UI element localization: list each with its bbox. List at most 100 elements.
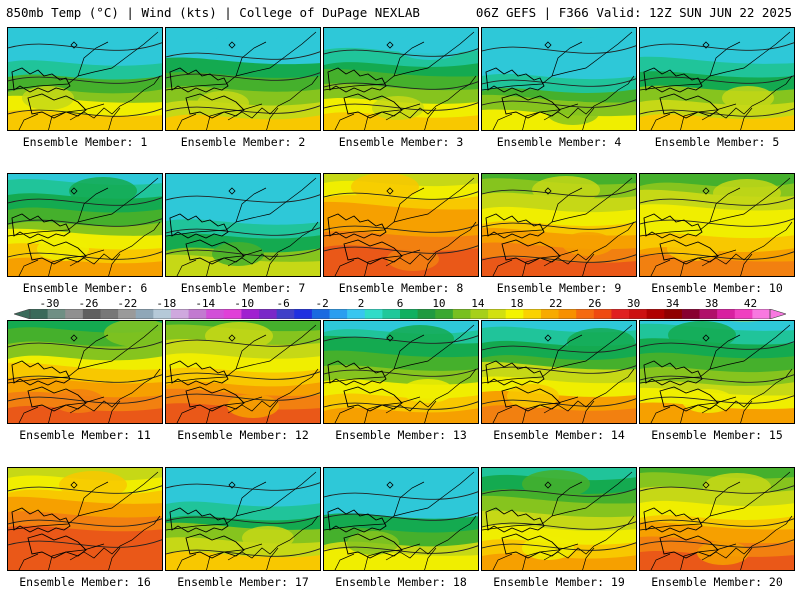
colorbar-tick-label: 14 xyxy=(471,297,485,310)
ensemble-member-label: Ensemble Member: 6 xyxy=(22,281,148,295)
ensemble-member-label: Ensemble Member: 15 xyxy=(651,428,783,442)
ensemble-member-label: Ensemble Member: 8 xyxy=(338,281,464,295)
ensemble-member-label: Ensemble Member: 11 xyxy=(19,428,151,442)
ensemble-member-map xyxy=(481,320,637,424)
ensemble-member-label: Ensemble Member: 7 xyxy=(180,281,306,295)
chart-title: 850mb Temp (°C) | Wind (kts) | College o… xyxy=(6,5,420,20)
colorbar-swatch xyxy=(611,309,630,319)
ensemble-member-label: Ensemble Member: 3 xyxy=(338,135,464,149)
colorbar-swatch xyxy=(364,309,383,319)
colorbar-swatch xyxy=(188,309,207,319)
run-valid-time: 06Z GEFS | F366 Valid: 12Z SUN JUN 22 20… xyxy=(475,5,792,20)
colorbar-min-arrow xyxy=(14,309,31,319)
temperature-field-map xyxy=(166,174,320,276)
colorbar-swatch xyxy=(629,309,648,319)
ensemble-member-map xyxy=(639,467,795,571)
temperature-field-map xyxy=(482,174,636,276)
ensemble-member-label: Ensemble Member: 12 xyxy=(177,428,309,442)
ensemble-member-label: Ensemble Member: 16 xyxy=(19,575,151,589)
ensemble-member-map xyxy=(639,173,795,277)
ensemble-member-map xyxy=(7,173,163,277)
colorbar-swatch xyxy=(82,309,101,319)
ensemble-member-label: Ensemble Member: 1 xyxy=(22,135,148,149)
ensemble-member-label: Ensemble Member: 10 xyxy=(651,281,783,295)
ensemble-member-map xyxy=(639,27,795,131)
temperature-field-map xyxy=(166,468,320,570)
ensemble-member-map xyxy=(165,467,321,571)
colorbar-tick-label: 2 xyxy=(357,297,365,310)
colorbar-swatch xyxy=(65,309,84,319)
colorbar-swatch xyxy=(400,309,419,319)
ensemble-member-label: Ensemble Member: 4 xyxy=(496,135,622,149)
ensemble-member-map xyxy=(323,320,479,424)
ensemble-member-map xyxy=(481,27,637,131)
colorbar-swatch xyxy=(170,309,190,319)
temperature-field-map xyxy=(8,28,162,130)
ensemble-member-label: Ensemble Member: 9 xyxy=(496,281,622,295)
ensemble-member-map xyxy=(165,173,321,277)
colorbar-swatch xyxy=(153,309,172,319)
ensemble-member-map xyxy=(323,27,479,131)
temperature-field-map xyxy=(324,28,478,130)
temperature-field-map xyxy=(8,174,162,276)
ensemble-member-map xyxy=(323,173,479,277)
colorbar-swatch xyxy=(259,309,278,319)
temperature-field-map xyxy=(640,174,794,276)
temperature-field-map xyxy=(8,468,162,570)
colorbar-swatch xyxy=(470,309,489,319)
colorbar-tick-label: 6 xyxy=(396,297,404,310)
ensemble-member-map xyxy=(7,320,163,424)
temperature-field-map xyxy=(640,321,794,423)
temperature-field-map xyxy=(324,468,478,570)
ensemble-member-map xyxy=(481,467,637,571)
ensemble-member-map xyxy=(639,320,795,424)
colorbar-tick-label: -14 xyxy=(195,297,216,310)
ensemble-member-label: Ensemble Member: 20 xyxy=(651,575,783,589)
colorbar-swatch xyxy=(505,309,524,319)
temperature-field-map xyxy=(166,28,320,130)
temperature-field-map xyxy=(640,468,794,570)
colorbar-swatch xyxy=(523,309,542,319)
colorbar-tick-label: 18 xyxy=(510,297,524,310)
colorbar-tick-label: -2 xyxy=(315,297,329,310)
colorbar-swatch xyxy=(681,309,701,319)
colorbar-swatch xyxy=(558,309,577,319)
colorbar-swatch xyxy=(576,309,595,319)
colorbar-tick-label: 42 xyxy=(743,297,758,310)
temperature-colorbar xyxy=(14,309,786,319)
colorbar-swatch xyxy=(752,309,771,319)
ensemble-member-label: Ensemble Member: 2 xyxy=(180,135,306,149)
colorbar-max-arrow xyxy=(769,309,786,319)
ensemble-member-label: Ensemble Member: 14 xyxy=(493,428,625,442)
ensemble-member-label: Ensemble Member: 5 xyxy=(654,135,780,149)
colorbar-swatch xyxy=(593,309,612,319)
ensemble-member-label: Ensemble Member: 17 xyxy=(177,575,309,589)
colorbar-swatch xyxy=(135,309,154,319)
ensemble-member-map xyxy=(481,173,637,277)
ensemble-member-map xyxy=(7,467,163,571)
temperature-field-map xyxy=(324,174,478,276)
colorbar-swatch xyxy=(664,309,683,319)
ensemble-member-map xyxy=(165,27,321,131)
ensemble-member-map xyxy=(323,467,479,571)
ensemble-member-label: Ensemble Member: 19 xyxy=(493,575,625,589)
colorbar-swatch xyxy=(382,309,401,319)
colorbar-tick-label: -10 xyxy=(234,297,255,310)
ensemble-member-map xyxy=(165,320,321,424)
colorbar-swatch xyxy=(206,309,225,319)
colorbar-swatch xyxy=(699,309,718,319)
colorbar-tick-label: -26 xyxy=(78,297,99,310)
ensemble-member-map xyxy=(7,27,163,131)
colorbar-tick-label: -6 xyxy=(276,297,290,310)
colorbar-tick-label: 34 xyxy=(666,297,680,310)
temperature-field-map xyxy=(324,321,478,423)
colorbar-tick-label: -22 xyxy=(117,297,138,310)
colorbar-swatch xyxy=(417,309,436,319)
temperature-field-map xyxy=(166,321,320,423)
colorbar-swatch xyxy=(717,309,736,319)
colorbar-swatch xyxy=(100,309,119,319)
colorbar-swatch xyxy=(118,309,137,319)
colorbar-tick-label: 38 xyxy=(704,297,719,310)
colorbar-tick-label: -30 xyxy=(39,297,60,310)
colorbar-swatch xyxy=(47,309,66,319)
